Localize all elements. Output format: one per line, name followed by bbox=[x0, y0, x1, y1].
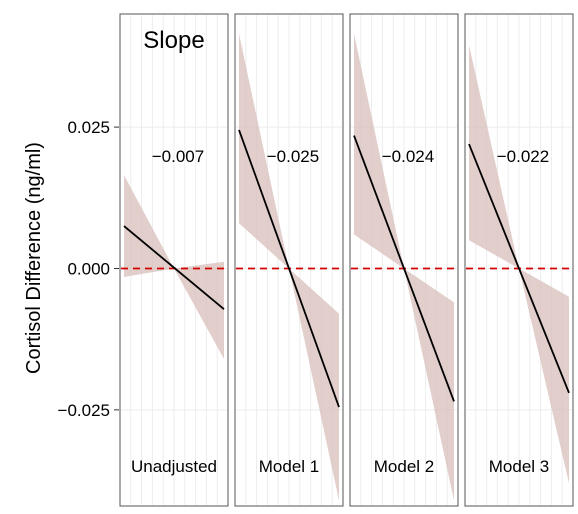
slope-value-label: −0.022 bbox=[497, 147, 549, 166]
panel-name-label: Model 2 bbox=[374, 457, 434, 476]
panel-model-1: −0.025 Model 1 bbox=[234, 13, 344, 507]
slope-value-label: −0.025 bbox=[267, 147, 319, 166]
confidence-band bbox=[124, 175, 224, 359]
facet-panels: −0.007 Unadjusted −0.025 Model 1 −0.024 Model… bbox=[119, 13, 574, 507]
panel-name-label: Model 3 bbox=[489, 457, 549, 476]
panel-name-label: Model 1 bbox=[259, 457, 319, 476]
y-tick-label: −0.025 bbox=[58, 401, 110, 420]
slope-line bbox=[123, 225, 225, 310]
y-tick-label: 0.025 bbox=[67, 118, 110, 137]
slope-line bbox=[353, 135, 455, 402]
y-axis-title: Cortisol Difference (ng/ml) bbox=[23, 142, 45, 374]
y-tick-label: 0.000 bbox=[67, 259, 110, 278]
confidence-band bbox=[239, 33, 339, 501]
panel-unadjusted: −0.007 Unadjusted bbox=[119, 13, 229, 507]
confidence-band bbox=[354, 33, 454, 501]
slope-value-label: −0.024 bbox=[382, 147, 434, 166]
panel-model-2: −0.024 Model 2 bbox=[349, 13, 459, 507]
slope-value-label: −0.007 bbox=[152, 147, 204, 166]
chart-title: Slope bbox=[143, 27, 204, 54]
confidence-band bbox=[469, 45, 569, 484]
slope-line bbox=[238, 129, 340, 408]
panel-model-3: −0.022 Model 3 bbox=[464, 13, 574, 507]
slope-line bbox=[468, 143, 570, 394]
panel-name-label: Unadjusted bbox=[131, 457, 217, 476]
y-axis-ticks: 0.025 0.000 −0.025 bbox=[58, 118, 119, 420]
